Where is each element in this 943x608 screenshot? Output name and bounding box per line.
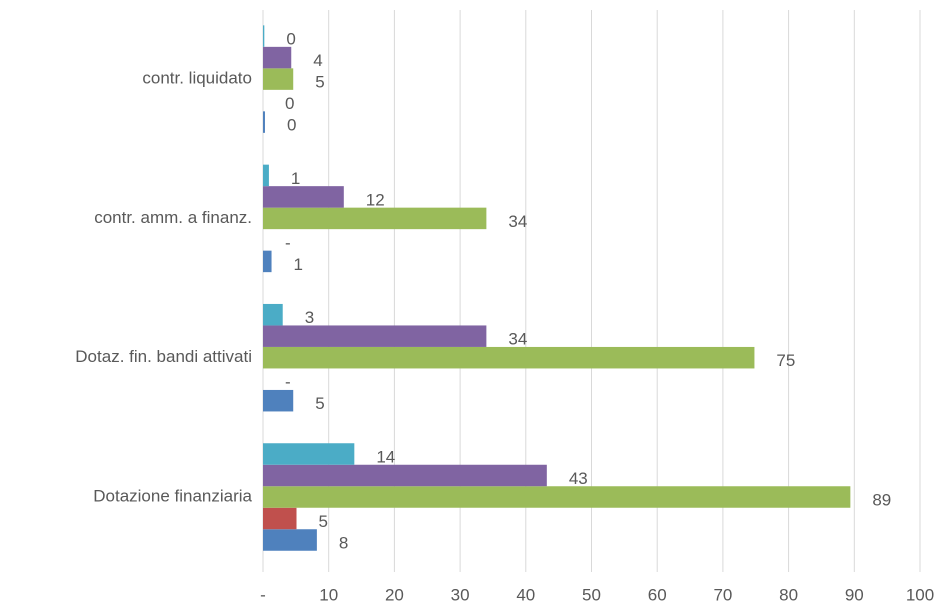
- x-tick-label: 20: [385, 585, 404, 604]
- value-label: 5: [315, 394, 324, 413]
- x-tick-label: 10: [319, 585, 338, 604]
- value-label: 4: [313, 51, 322, 70]
- bar: [263, 507, 297, 530]
- value-label: 0: [287, 116, 296, 135]
- bar: [263, 486, 851, 508]
- bar: [263, 25, 265, 47]
- bar: [263, 443, 355, 465]
- bar: [263, 207, 487, 230]
- x-tick-label: 50: [582, 585, 601, 604]
- y-tick-label: contr. liquidato: [142, 69, 252, 88]
- value-label: 0: [286, 30, 295, 49]
- bar: [263, 464, 547, 487]
- value-label: -: [285, 373, 291, 392]
- bar: [263, 164, 269, 187]
- value-label: 34: [508, 330, 527, 349]
- value-label: 1: [291, 169, 300, 188]
- bar: [263, 250, 272, 273]
- value-label: 34: [508, 212, 527, 231]
- x-tick-label: 60: [648, 585, 667, 604]
- bar: [263, 389, 294, 412]
- value-label: 0: [285, 94, 294, 113]
- y-tick-label: contr. amm. a finanz.: [94, 208, 252, 227]
- x-tick-label: -: [260, 585, 266, 604]
- bar: [263, 303, 283, 326]
- bar: [263, 111, 265, 133]
- value-label: 3: [305, 308, 314, 327]
- value-label: 43: [569, 469, 588, 488]
- value-label: 8: [339, 533, 348, 552]
- bar: [263, 46, 292, 69]
- x-tick-label: 70: [713, 585, 732, 604]
- y-tick-label: Dotazione finanziaria: [93, 486, 252, 505]
- x-tick-label: 90: [845, 585, 864, 604]
- value-label: 5: [319, 512, 328, 531]
- value-label: 1: [294, 255, 303, 274]
- value-label: 12: [366, 190, 385, 209]
- x-tick-label: 100: [906, 585, 934, 604]
- x-tick-label: 80: [779, 585, 798, 604]
- value-label: 14: [376, 447, 395, 466]
- bar: [263, 529, 317, 551]
- y-tick-label: Dotaz. fin. bandi attivati: [75, 347, 252, 366]
- value-label: -: [285, 233, 291, 252]
- value-label: 5: [315, 73, 324, 92]
- x-tick-label: 30: [451, 585, 470, 604]
- bar: [263, 68, 294, 90]
- x-tick-label: 40: [516, 585, 535, 604]
- value-label: 89: [872, 490, 891, 509]
- bar: [263, 186, 344, 208]
- value-label: 75: [776, 351, 795, 370]
- bar: [263, 346, 755, 369]
- bar: [263, 325, 487, 347]
